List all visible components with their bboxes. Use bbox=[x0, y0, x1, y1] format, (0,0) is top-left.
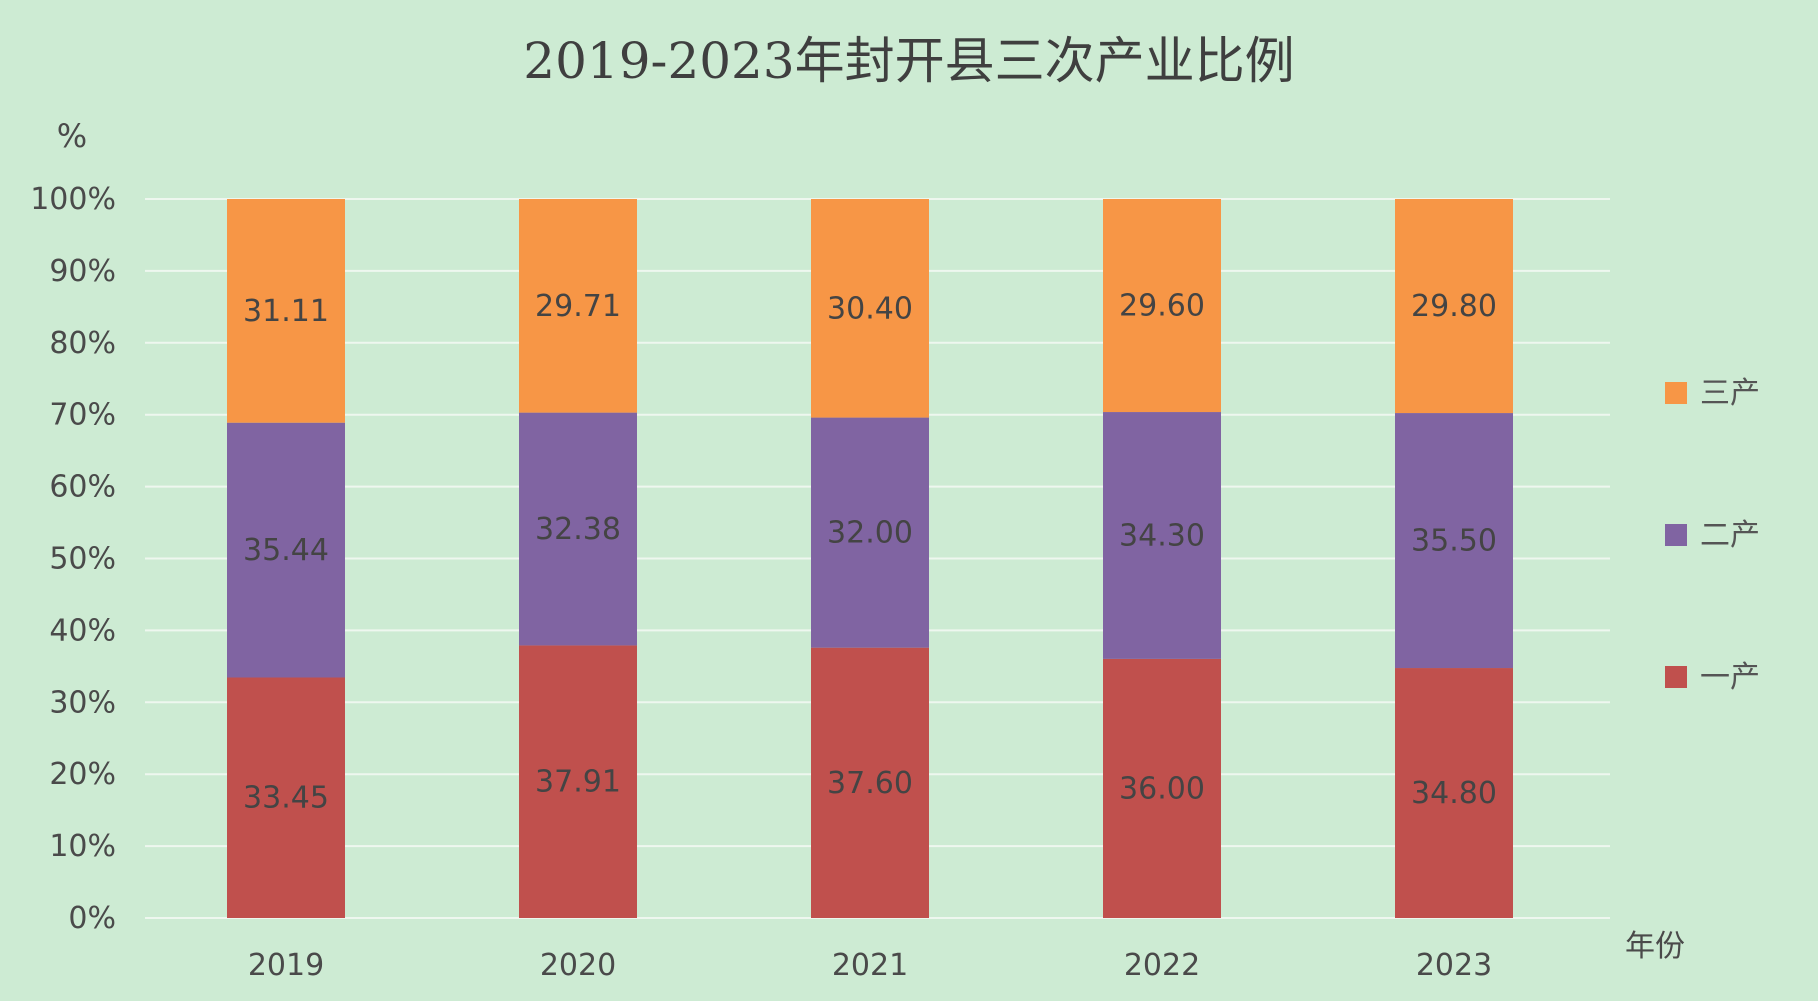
data-label: 35.44 bbox=[243, 533, 329, 568]
legend-swatch bbox=[1665, 524, 1687, 546]
y-axis-label: % bbox=[57, 117, 87, 155]
y-tick-label: 70% bbox=[49, 398, 116, 433]
y-tick-label: 40% bbox=[49, 613, 116, 648]
legend-label: 一产 bbox=[1700, 660, 1760, 695]
data-label: 37.60 bbox=[827, 766, 913, 801]
y-tick-label: 10% bbox=[49, 829, 116, 864]
bar-segment bbox=[1103, 412, 1221, 659]
bar-segment bbox=[1395, 668, 1513, 918]
y-tick-label: 50% bbox=[49, 542, 116, 577]
data-label: 37.91 bbox=[535, 765, 621, 800]
bar-segment bbox=[519, 199, 637, 413]
data-label: 33.45 bbox=[243, 781, 329, 816]
legend-label: 二产 bbox=[1700, 518, 1760, 553]
legend-swatch bbox=[1665, 382, 1687, 404]
data-label: 32.38 bbox=[535, 512, 621, 547]
x-tick-label: 2020 bbox=[540, 948, 616, 983]
chart-title: 2019-2023年封开县三次产业比例 bbox=[523, 32, 1294, 90]
data-label: 29.71 bbox=[535, 289, 621, 324]
bar-segment bbox=[1103, 199, 1221, 413]
y-axis-ticks: 0% 10% 20% 30% 40% 50% 60% 70% 80% 90% 100% bbox=[30, 182, 116, 936]
legend-label: 三产 bbox=[1700, 376, 1760, 411]
bar-segment bbox=[811, 647, 929, 918]
y-tick-label: 90% bbox=[49, 254, 116, 289]
y-tick-label: 30% bbox=[49, 685, 116, 720]
data-label: 32.00 bbox=[827, 516, 913, 551]
bar-segment bbox=[1395, 199, 1513, 414]
data-label: 35.50 bbox=[1411, 524, 1497, 559]
bar-segment bbox=[811, 199, 929, 418]
data-labels: 33.45 35.44 31.11 37.91 32.38 29.71 37.60 32.00… bbox=[243, 289, 1497, 816]
y-tick-label: 0% bbox=[68, 901, 116, 936]
x-tick-label: 2019 bbox=[248, 948, 324, 983]
data-label: 29.60 bbox=[1119, 289, 1205, 324]
x-axis-label: 年份 bbox=[1625, 929, 1685, 964]
legend-swatch bbox=[1665, 666, 1687, 688]
bar-segment bbox=[519, 645, 637, 918]
data-label: 31.11 bbox=[243, 294, 329, 329]
bar-segment bbox=[227, 677, 345, 918]
bar-segment bbox=[227, 199, 345, 423]
bar-segment bbox=[1103, 658, 1221, 918]
bars bbox=[227, 199, 1513, 918]
y-tick-label: 100% bbox=[30, 182, 116, 217]
x-tick-label: 2022 bbox=[1124, 948, 1200, 983]
data-label: 36.00 bbox=[1119, 771, 1205, 806]
bar-segment bbox=[519, 412, 637, 646]
data-label: 30.40 bbox=[827, 291, 913, 326]
data-label: 34.80 bbox=[1411, 776, 1497, 811]
y-tick-label: 80% bbox=[49, 326, 116, 361]
bar-segment bbox=[811, 417, 929, 648]
y-tick-label: 20% bbox=[49, 757, 116, 792]
x-tick-label: 2021 bbox=[832, 948, 908, 983]
x-axis-ticks: 2019 2020 2021 2022 2023 bbox=[248, 948, 1492, 983]
data-label: 29.80 bbox=[1411, 289, 1497, 324]
bar-segment bbox=[1395, 413, 1513, 669]
bar-segment bbox=[227, 422, 345, 678]
y-tick-label: 60% bbox=[49, 470, 116, 505]
data-label: 34.30 bbox=[1119, 518, 1205, 553]
x-tick-label: 2023 bbox=[1416, 948, 1492, 983]
